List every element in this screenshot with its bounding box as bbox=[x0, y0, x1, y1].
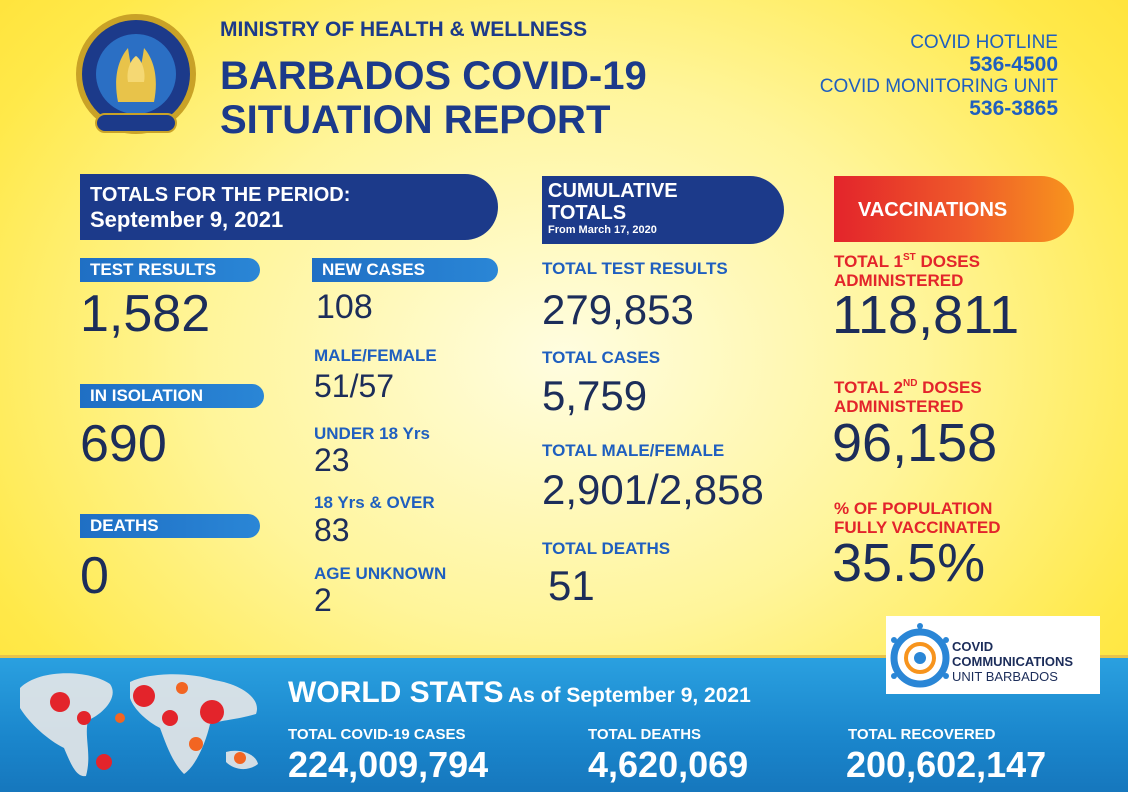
contact-block: COVID HOTLINE 536-4500 COVID MONITORING … bbox=[820, 32, 1058, 120]
over18-value: 83 bbox=[314, 512, 350, 548]
cumulative-banner: CUMULATIVE TOTALS From March 17, 2020 bbox=[542, 176, 784, 244]
first-doses-label-b: DOSES bbox=[915, 252, 980, 271]
second-doses-label-sup: ND bbox=[902, 378, 918, 389]
ccu-logo-text: COVID COMMUNICATIONS UNIT BARBADOS bbox=[952, 639, 1073, 684]
test-results-label: TEST RESULTS bbox=[80, 258, 260, 282]
pct-vaccinated-label-a: % OF POPULATION bbox=[834, 499, 993, 518]
ccu-line2: COMMUNICATIONS bbox=[952, 654, 1074, 669]
world-stats-heading: WORLD STATS bbox=[288, 676, 504, 709]
world-cases-value: 224,009,794 bbox=[288, 744, 489, 785]
cumulative-since: From March 17, 2020 bbox=[548, 224, 657, 236]
ccu-logo bbox=[886, 616, 1100, 694]
age-unknown-value: 2 bbox=[314, 582, 332, 618]
hotline-label: COVID HOTLINE bbox=[910, 32, 1058, 53]
first-doses-label: TOTAL 1ST DOSES ADMINISTERED bbox=[834, 248, 980, 290]
new-cases-value: 108 bbox=[316, 288, 373, 326]
world-stats-title: WORLD STATS As of September 9, 2021 bbox=[288, 676, 751, 710]
pct-vaccinated-label: % OF POPULATION FULLY VACCINATED bbox=[834, 499, 1001, 537]
second-doses-label-a: TOTAL 2 bbox=[834, 378, 903, 397]
report-title-line2: SITUATION REPORT bbox=[220, 98, 611, 142]
deaths-value: 0 bbox=[80, 547, 109, 605]
world-cases-label: TOTAL COVID-19 CASES bbox=[288, 726, 466, 743]
ministry-name: MINISTRY OF HEALTH & WELLNESS bbox=[220, 18, 588, 41]
monitoring-label: COVID MONITORING UNIT bbox=[819, 76, 1058, 97]
male-female-value: 51/57 bbox=[314, 368, 395, 404]
monitoring-number: 536-3865 bbox=[969, 97, 1058, 120]
total-cases-value: 5,759 bbox=[542, 372, 648, 419]
cumulative-heading-line2: TOTALS bbox=[548, 202, 627, 224]
first-doses-label-a: TOTAL 1 bbox=[834, 252, 903, 271]
total-mf-value: 2,901/2,858 bbox=[542, 466, 764, 513]
second-doses-label-b: DOSES bbox=[917, 378, 982, 397]
second-doses-label-c: ADMINISTERED bbox=[834, 397, 964, 416]
world-deaths-value: 4,620,069 bbox=[588, 744, 749, 785]
total-deaths-value: 51 bbox=[548, 562, 595, 609]
report-title: BARBADOS COVID-19 SITUATION REPORT bbox=[220, 54, 647, 142]
period-date: September 9, 2021 bbox=[90, 207, 284, 232]
age-unknown-label: AGE UNKNOWN bbox=[314, 564, 447, 583]
period-heading: TOTALS FOR THE PERIOD: bbox=[90, 184, 351, 206]
world-deaths-label: TOTAL DEATHS bbox=[588, 726, 702, 743]
first-doses-value: 118,811 bbox=[832, 285, 1020, 345]
world-map-icon bbox=[20, 673, 258, 777]
band-divider bbox=[0, 655, 1128, 659]
ccu-line1: COVID bbox=[952, 639, 994, 654]
isolation-value: 690 bbox=[80, 415, 167, 473]
cumulative-heading-line1: CUMULATIVE bbox=[548, 180, 678, 202]
second-doses-label: TOTAL 2ND DOSES ADMINISTERED bbox=[834, 374, 982, 416]
total-cases-label: TOTAL CASES bbox=[542, 348, 661, 367]
report-title-line1: BARBADOS COVID-19 bbox=[220, 54, 647, 98]
ccu-line3: UNIT BARBADOS bbox=[952, 669, 1058, 684]
isolation-label: IN ISOLATION bbox=[80, 384, 264, 408]
second-doses-value: 96,158 bbox=[832, 413, 998, 473]
total-deaths-label: TOTAL DEATHS bbox=[542, 539, 671, 558]
total-tests-label: TOTAL TEST RESULTS bbox=[542, 259, 728, 278]
test-results-value: 1,582 bbox=[80, 285, 211, 343]
vaccinations-banner: VACCINATIONS bbox=[834, 176, 1074, 242]
world-recovered-value: 200,602,147 bbox=[846, 744, 1047, 785]
pct-vaccinated-label-b: FULLY VACCINATED bbox=[834, 518, 1001, 537]
over18-label: 18 Yrs & OVER bbox=[314, 493, 435, 512]
world-recovered-label: TOTAL RECOVERED bbox=[848, 726, 996, 743]
first-doses-label-c: ADMINISTERED bbox=[834, 271, 964, 290]
male-female-label: MALE/FEMALE bbox=[314, 346, 437, 365]
virus-icon bbox=[890, 623, 950, 688]
period-banner: TOTALS FOR THE PERIOD: September 9, 2021 bbox=[80, 174, 498, 240]
total-mf-label: TOTAL MALE/FEMALE bbox=[542, 441, 725, 460]
new-cases-label: NEW CASES bbox=[312, 258, 498, 282]
pct-vaccinated-value: 35.5% bbox=[832, 533, 986, 593]
deaths-label: DEATHS bbox=[80, 514, 260, 538]
world-stats-as-of: As of September 9, 2021 bbox=[507, 684, 751, 707]
ministry-seal-logo bbox=[66, 12, 206, 142]
first-doses-label-sup: ST bbox=[902, 252, 916, 263]
under18-value: 23 bbox=[314, 442, 350, 478]
under18-label: UNDER 18 Yrs bbox=[314, 424, 430, 443]
hotline-number: 536-4500 bbox=[969, 53, 1058, 76]
total-tests-value: 279,853 bbox=[542, 286, 694, 333]
